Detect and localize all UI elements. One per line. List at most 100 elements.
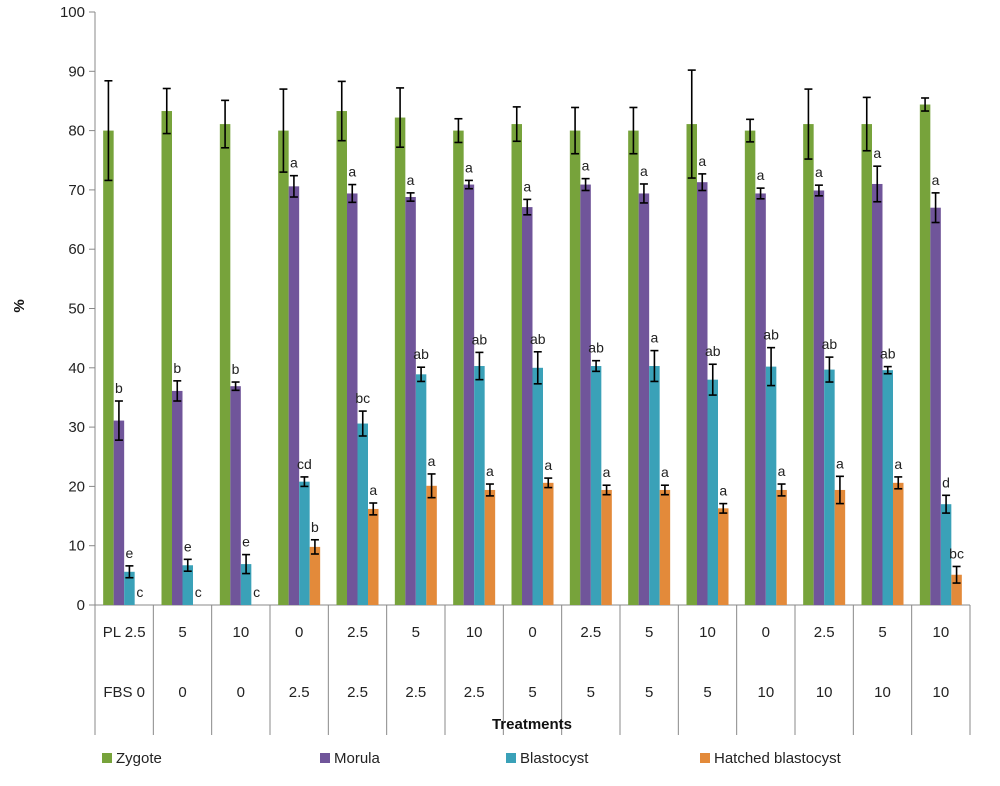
significance-letter: b [232,361,240,377]
significance-letter: a [757,167,765,183]
significance-letter: a [661,464,669,480]
significance-letter: ab [530,331,546,347]
significance-letter: b [311,519,319,535]
y-tick-label: 0 [77,597,85,614]
significance-letter: bc [355,390,370,406]
bar-morula [463,184,475,606]
y-tick-label: 10 [68,538,85,555]
significance-letter: a [603,464,611,480]
category-label: 10 [932,684,949,701]
bar-morula [580,184,591,606]
bar-blastocyst [707,379,718,605]
significance-letter: a [465,159,473,175]
bar-zygote [686,124,697,606]
bar-zygote [278,130,289,605]
category-label: 2.5 [347,624,368,641]
significance-letter: d [942,474,950,490]
category-label: PL 2.5 [103,624,146,641]
category-label: 0 [237,684,245,701]
significance-letter: c [195,584,202,600]
significance-letter: a [651,330,659,346]
bar-zygote [744,130,756,605]
category-label: 0 [178,684,186,701]
significance-letter: a [407,172,415,188]
y-tick-label: 70 [68,182,85,199]
significance-letter: e [184,538,192,554]
significance-letter: c [253,584,260,600]
significance-letter: ab [880,346,896,362]
category-label: 10 [816,684,833,701]
category-label: 5 [703,684,711,701]
y-tick-label: 100 [60,4,85,21]
significance-letter: a [836,455,844,471]
significance-letter: ab [413,346,429,362]
bar-blastocyst [357,423,368,605]
bar-hatched-blastocyst [834,489,846,605]
legend: Zygote Morula Blastocyst Hatched blastocyst [102,750,842,767]
y-tick-label: 50 [68,301,85,318]
category-label: 5 [528,684,536,701]
legend-swatch [320,753,330,763]
significance-letter: b [173,360,181,376]
bar-zygote [861,124,872,606]
category-label: 0 [762,624,770,641]
bar-blastocyst [124,571,135,605]
category-label: 5 [645,624,653,641]
significance-letter: e [126,545,134,561]
significance-letter: a [348,164,356,180]
bar-morula [638,193,650,605]
significance-letter: ab [472,331,488,347]
significance-letter: a [894,456,902,472]
bar-zygote [103,130,114,605]
bar-morula [288,186,300,606]
category-label: 2.5 [464,684,485,701]
bar-morula [522,207,533,606]
bar-hatched-blastocyst [893,482,904,605]
bar-blastocyst [882,370,893,605]
bar-hatched-blastocyst [951,574,962,605]
category-label: 10 [757,684,774,701]
bar-zygote [394,117,406,605]
significance-letter: a [582,158,590,174]
category-label: 5 [412,624,420,641]
bar-zygote [219,124,231,606]
bar-morula [872,183,883,605]
bar-blastocyst [299,481,310,605]
bar-zygote [511,124,522,606]
category-label: 2.5 [814,624,835,641]
category-label: 0 [295,624,303,641]
category-label: 5 [178,624,186,641]
bar-hatched-blastocyst [368,508,379,605]
bar-morula [113,420,125,605]
category-label: 10 [699,624,716,641]
significance-letter: a [486,463,494,479]
bar-zygote [161,111,172,605]
category-label: 2.5 [405,684,426,701]
legend-label: Morula [334,750,381,767]
significance-letter: a [523,178,531,194]
category-table: PL 2.5 5 10 0 2.5 5 10 0 2.5 5 10 0 2.5 5 10 FBS 0 0 0 2.5… [94,605,971,735]
bar-morula [697,182,708,606]
bar-blastocyst [240,564,252,605]
bar-morula [347,193,358,605]
legend-swatch [102,753,112,763]
bar-blastocyst [415,374,427,605]
category-label: 5 [645,684,653,701]
bar-blastocyst [824,369,835,605]
significance-letter: ab [763,327,779,343]
significance-letter: cd [297,456,312,472]
y-tick-label: 60 [68,241,85,258]
significance-letter: a [719,483,727,499]
bar-blastocyst [765,366,777,605]
x-axis-title: Treatments [492,716,572,733]
category-label: 10 [232,624,249,641]
bar-zygote [628,130,639,605]
legend-swatch [506,753,516,763]
y-tick-label: 80 [68,123,85,140]
bar-hatched-blastocyst [309,546,321,605]
category-label: 10 [466,624,483,641]
bar-blastocyst [182,565,193,605]
bar-morula [930,207,941,605]
significance-letter: a [932,172,940,188]
category-label: FBS 0 [103,684,145,701]
